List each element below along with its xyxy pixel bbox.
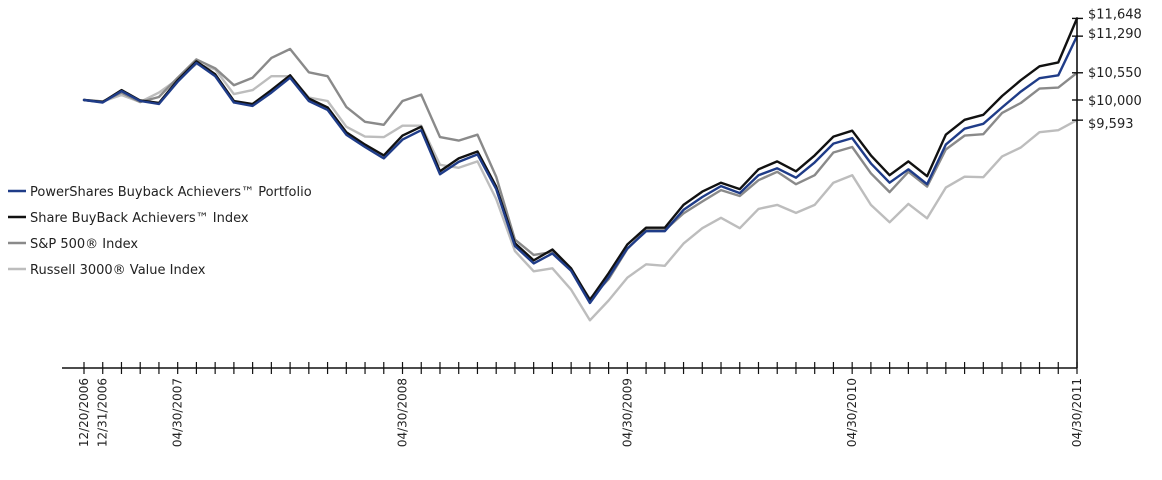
x-tick-label: 04/30/2011 <box>1070 378 1084 447</box>
legend-label-2: S&P 500® Index <box>30 237 138 252</box>
series-line-0 <box>82 34 1079 305</box>
x-tick-label: 04/30/2008 <box>396 378 410 447</box>
x-tick-label: 12/20/2006 <box>77 378 91 447</box>
series-line-3 <box>82 62 1079 322</box>
legend-label-3: Russell 3000® Value Index <box>30 263 206 278</box>
x-axis: 12/20/2006 12/31/2006 04/30/2007 04/30/2008… <box>62 362 1084 447</box>
y-end-label-1: $11,290 <box>1088 27 1142 42</box>
series-lines <box>82 17 1079 322</box>
legend-label-0: PowerShares Buyback Achievers™ Portfolio <box>30 185 312 200</box>
series-line-1 <box>82 17 1079 302</box>
legend: PowerShares Buyback Achievers™ Portfolio… <box>8 185 312 278</box>
y-end-label-2: $10,550 <box>1088 66 1142 81</box>
x-tick-label: 04/30/2010 <box>845 378 859 447</box>
y-axis: $11,648 $11,290 $10,550 $10,000 $9,593 <box>1072 7 1142 368</box>
x-tick-label: 12/31/2006 <box>96 378 110 447</box>
y-end-label-3: $10,000 <box>1088 94 1142 109</box>
x-tick-label: 04/30/2007 <box>171 378 185 447</box>
legend-label-1: Share BuyBack Achievers™ Index <box>30 211 249 226</box>
y-end-label-4: $9,593 <box>1088 117 1134 132</box>
x-tick-label: 04/30/2009 <box>620 378 634 447</box>
y-end-label-0: $11,648 <box>1088 7 1142 22</box>
